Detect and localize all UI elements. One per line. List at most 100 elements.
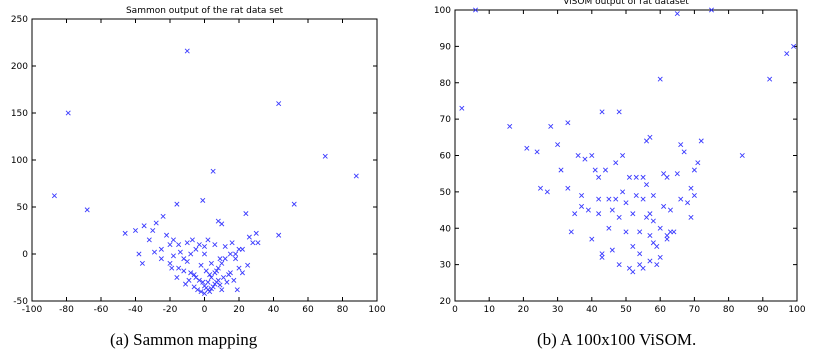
- sammon-data-point: [183, 281, 189, 287]
- visom-data-point: [596, 174, 602, 180]
- sammon-scatter-plot: Sammon output of the rat data set -100 -80…: [11, 6, 386, 315]
- visom-data-point: [630, 211, 636, 217]
- visom-data-point: [507, 123, 513, 129]
- sammon-data-point: [169, 265, 175, 271]
- sammon-data-point: [276, 101, 282, 107]
- visom-data-point: [599, 254, 605, 260]
- visom-axes-frame: [454, 9, 798, 302]
- caption-visom: (b) A 100x100 ViSOM.: [537, 330, 697, 349]
- sammon-x-tick-label: -100: [22, 305, 43, 315]
- visom-data-point: [534, 149, 540, 155]
- visom-x-tick-label: 70: [689, 305, 701, 315]
- sammon-data-point: [191, 272, 197, 278]
- sammon-data-point: [246, 234, 252, 240]
- visom-data-point: [791, 43, 797, 49]
- sammon-data-point: [212, 242, 218, 248]
- visom-chart-panel: ViSOM output of rat dataset 0 10 20 30 40 50 60…: [419, 0, 838, 364]
- visom-data-point: [524, 145, 530, 151]
- visom-y-tick-label: 70: [440, 115, 452, 125]
- sammon-data-point: [170, 237, 176, 243]
- visom-data-point: [626, 174, 632, 180]
- sammon-data-point: [200, 279, 206, 285]
- sammon-data-point: [167, 260, 173, 266]
- visom-y-tick-label: 30: [440, 261, 452, 271]
- sammon-data-point: [227, 251, 233, 257]
- sammon-data-point: [184, 240, 190, 246]
- visom-x-tick-label: 40: [586, 305, 598, 315]
- visom-y-tick-label: 100: [434, 6, 451, 16]
- visom-data-point: [630, 269, 636, 275]
- sammon-x-tick-label: 40: [268, 305, 280, 315]
- sammon-data-point: [150, 227, 156, 234]
- sammon-data-point: [322, 153, 328, 159]
- sammon-data-point: [255, 240, 261, 246]
- sammon-data-point: [153, 220, 159, 226]
- sammon-data-point: [201, 243, 208, 249]
- sammon-data-point: [253, 230, 259, 236]
- visom-x-tick-label: 10: [483, 305, 495, 315]
- sammon-data-point: [181, 268, 187, 274]
- visom-data-point: [657, 76, 663, 82]
- visom-data-point: [691, 192, 697, 199]
- sammon-title: Sammon output of the rat data set: [126, 6, 284, 16]
- visom-data-point: [647, 233, 653, 239]
- visom-data-point: [688, 214, 694, 220]
- visom-data-point: [633, 174, 639, 180]
- visom-data-point: [674, 11, 680, 17]
- sammon-x-tick-label: 60: [302, 305, 314, 315]
- sammon-data-point: [210, 284, 216, 290]
- visom-y-tick-label: 40: [440, 224, 452, 234]
- visom-data-point: [565, 185, 571, 191]
- visom-data-point: [609, 247, 615, 253]
- sammon-data-point: [174, 201, 180, 207]
- visom-data-point: [739, 152, 745, 159]
- sammon-x-tick-label: -80: [59, 305, 74, 315]
- visom-data-point: [647, 211, 653, 217]
- sammon-data-point: [184, 259, 190, 265]
- sammon-y-tick-label: 50: [17, 203, 29, 213]
- sammon-data-point: [141, 223, 147, 229]
- visom-x-tick-label: 0: [452, 305, 458, 315]
- visom-data-point: [650, 240, 656, 246]
- sammon-x-tick-label: 20: [233, 305, 245, 315]
- sammon-data-point: [236, 265, 242, 271]
- visom-data-point: [579, 192, 585, 199]
- visom-data-point: [623, 200, 629, 206]
- visom-x-tick-label: 50: [620, 305, 632, 315]
- sammon-data-point: [220, 274, 226, 281]
- visom-data-point: [623, 229, 629, 235]
- sammon-data-point: [188, 251, 194, 257]
- sammon-data-point: [198, 289, 204, 295]
- visom-data-point: [650, 192, 656, 199]
- sammon-data-point: [233, 256, 239, 262]
- visom-data-point: [633, 192, 639, 199]
- sammon-data-point: [122, 230, 128, 236]
- sammon-data-point: [196, 277, 202, 283]
- sammon-x-tick-label: -60: [94, 305, 109, 315]
- visom-data-point: [582, 156, 588, 162]
- visom-data-point: [685, 200, 691, 206]
- sammon-x-tick-label: 80: [337, 305, 349, 315]
- sammon-axes-frame: [31, 18, 378, 302]
- visom-y-tick-label: 90: [440, 42, 452, 52]
- visom-data-point: [654, 262, 660, 268]
- sammon-data-point: [217, 256, 223, 262]
- visom-data-point: [664, 236, 670, 242]
- visom-data-point: [589, 236, 595, 242]
- sammon-data-point: [207, 289, 213, 295]
- sammon-y-tick-label: 0: [22, 250, 28, 260]
- visom-data-point: [661, 203, 667, 209]
- visom-data-point: [637, 229, 643, 235]
- visom-data-point: [609, 207, 615, 213]
- visom-data-point: [606, 225, 612, 231]
- sammon-data-point: [136, 251, 142, 257]
- sammon-data-point: [158, 246, 164, 252]
- visom-data-point: [678, 142, 684, 148]
- sammon-data-point: [217, 282, 223, 288]
- sammon-y-tick-label: 250: [11, 15, 28, 25]
- visom-data-point: [459, 105, 465, 111]
- sammon-data-point: [201, 290, 208, 296]
- sammon-y-tick-label: 100: [11, 156, 28, 166]
- visom-data-point: [473, 7, 479, 13]
- visom-x-tick-label: 60: [654, 305, 666, 315]
